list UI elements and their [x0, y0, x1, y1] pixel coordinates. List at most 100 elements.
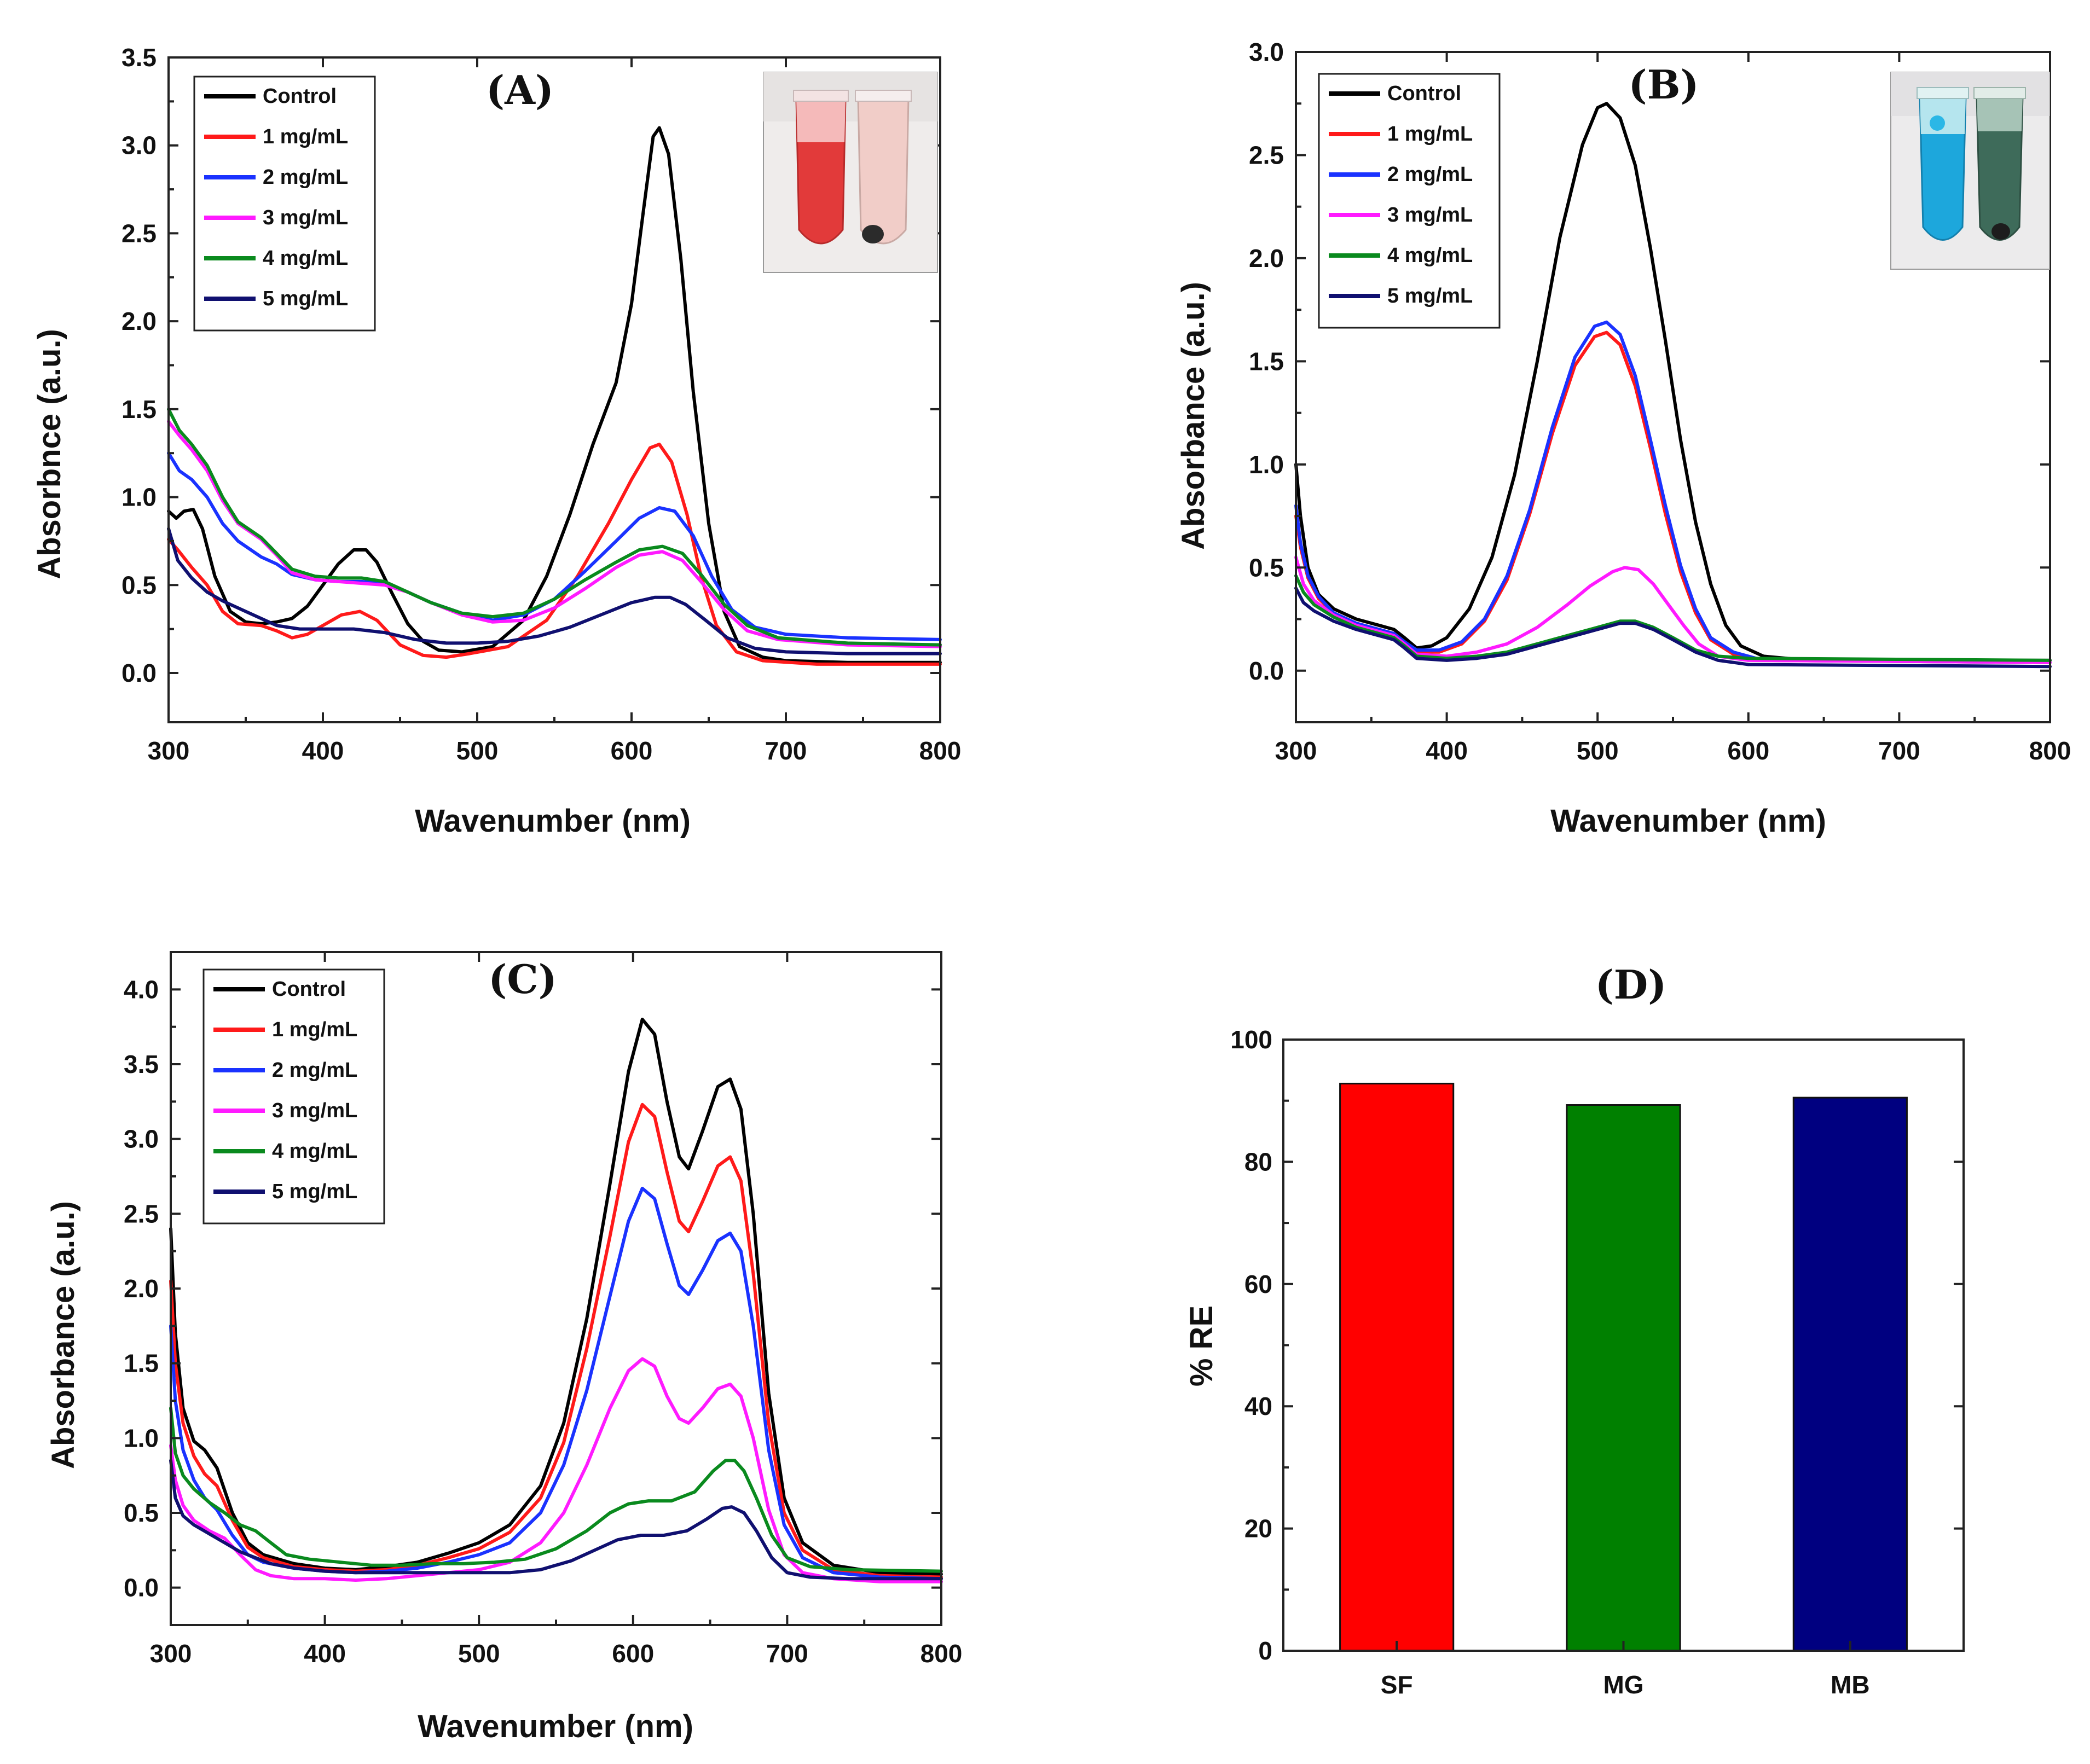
panel-a-legend-box	[193, 76, 376, 332]
panel-a-series-5-mg-ml	[167, 527, 942, 655]
panel-c-y-tick-label: 2.0	[124, 1274, 159, 1303]
panel-b-legend-label: 2 mg/mL	[1387, 163, 1473, 186]
panel-a-legend-label: 1 mg/mL	[263, 125, 348, 148]
panel-b-series-4-mg-ml	[1294, 574, 2052, 662]
panel-b-legend: Control 1 mg/mL 2 mg/mL 3 mg/mL 4 mg/mL 5 mg/…	[1318, 73, 1501, 329]
panel-c-series-5-mg-ml	[169, 1459, 943, 1581]
panel-b-legend-label: 3 mg/mL	[1387, 204, 1473, 227]
panel-a-x-tick-label: 800	[919, 736, 962, 765]
panel-c-y-tick-label: 3.0	[124, 1125, 159, 1153]
panel-d-bar-sf	[1339, 1082, 1455, 1652]
panel-c-y-tick-label: 1.0	[124, 1424, 159, 1452]
panel-d-y-tick-label: 0	[1258, 1637, 1272, 1665]
panel-a-legend-label: 5 mg/mL	[263, 287, 348, 310]
panel-b: (B) Wavenumber (nm) Absorbance (a.u.) 30…	[1176, 38, 2071, 839]
panel-a-y-tick-label: 0.0	[121, 659, 157, 687]
panel-d-bar-mb	[1792, 1096, 1908, 1652]
panel-b-legend-label: 1 mg/mL	[1387, 123, 1473, 146]
panel-d-x-tick-label: MG	[1603, 1670, 1643, 1699]
panel-a-x-tick-label: 700	[765, 736, 807, 765]
panel-c-legend-label: Control	[272, 978, 346, 1001]
panel-b-x-tick-label: 700	[1878, 736, 1920, 765]
panel-d-plot-area: SF MG MB 0 20 40 60 80 100	[1230, 1025, 1965, 1699]
panel-c-x-tick-label: 500	[458, 1639, 500, 1668]
panel-b-y-tick-label: 0.0	[1249, 657, 1284, 685]
panel-c-plot-area: 300 400 500 600 700 800 0.0 0.5 1.0 1.5 2.0 2.5 3.0 3…	[124, 951, 963, 1668]
panel-a-y-tick-label: 0.5	[121, 571, 157, 599]
panel-c-series-3-mg-ml	[169, 1357, 943, 1583]
panel-c-y-tick-label: 2.5	[124, 1199, 159, 1228]
panel-a-x-tick-label: 600	[611, 736, 653, 765]
panel-b-x-tick-label: 400	[1426, 736, 1468, 765]
panel-d-title: (D)	[1595, 961, 1667, 1008]
panel-b-legend-box	[1318, 73, 1501, 329]
panel-a-legend-label: 4 mg/mL	[263, 247, 348, 270]
panel-c-y-tick-label: 1.5	[124, 1349, 159, 1378]
panel-c-y-tick-label: 4.0	[124, 975, 159, 1003]
panel-b-x-axis-title: Wavenumber (nm)	[1550, 803, 1826, 839]
panel-c-legend-label: 3 mg/mL	[272, 1099, 357, 1122]
panel-d-y-tick-label: 20	[1244, 1515, 1272, 1543]
panel-c-series-1-mg-ml	[169, 1102, 943, 1579]
panel-c-x-tick-label: 400	[304, 1639, 346, 1668]
panel-c-y-tick-label: 0.0	[124, 1574, 159, 1602]
panel-b-x-tick-label: 800	[2029, 736, 2071, 765]
panel-b-legend-label: 5 mg/mL	[1387, 285, 1473, 307]
panel-a-series-1-mg-ml	[167, 443, 942, 666]
panel-b-legend-label: 4 mg/mL	[1387, 244, 1473, 267]
panel-c-legend-label: 5 mg/mL	[272, 1180, 357, 1203]
panel-c-y-axis-title: Absorbance (a.u.)	[45, 1201, 81, 1469]
panel-a-legend-label: 3 mg/mL	[263, 206, 348, 229]
panel-d-bar-mg	[1566, 1104, 1681, 1652]
panel-b-series-2-mg-ml	[1294, 320, 2052, 664]
panel-d-y-tick-label: 60	[1244, 1270, 1272, 1298]
panel-a-y-tick-label: 2.5	[121, 219, 157, 247]
panel-b-title: (B)	[1629, 61, 1699, 108]
panel-a-y-tick-label: 1.0	[121, 483, 157, 512]
panel-d: (D) % RE SF MG MB 0 20 40 60 80 100	[1184, 961, 1965, 1699]
panel-c-series-control	[169, 1018, 943, 1576]
panel-b-series-3-mg-ml	[1294, 555, 2052, 664]
panel-b-photo-inset	[1890, 72, 2050, 270]
panel-a-legend-label: Control	[263, 85, 337, 108]
panel-c-legend-label: 4 mg/mL	[272, 1140, 357, 1163]
panel-a-x-axis-title: Wavenumber (nm)	[415, 803, 691, 839]
panel-a-legend: Control 1 mg/mL 2 mg/mL 3 mg/mL 4 mg/mL 5 mg/…	[193, 76, 376, 332]
panel-b-x-tick-label: 600	[1727, 736, 1769, 765]
panel-c-y-tick-label: 3.5	[124, 1050, 159, 1078]
panel-c-x-tick-label: 700	[766, 1639, 808, 1668]
panel-c-series-2-mg-ml	[169, 1186, 943, 1581]
panel-c-series-4-mg-ml	[169, 1406, 943, 1573]
panel-a-y-tick-label: 3.0	[121, 131, 157, 160]
panel-b-y-tick-label: 1.5	[1249, 347, 1284, 375]
panel-a-x-tick-label: 300	[148, 736, 190, 765]
panel-c-x-tick-label: 600	[612, 1639, 654, 1668]
panel-d-y-tick-label: 100	[1230, 1025, 1272, 1054]
panel-c-x-tick-label: 300	[150, 1639, 192, 1668]
panel-b-y-tick-label: 0.5	[1249, 553, 1284, 582]
panel-d-x-tick-label: SF	[1381, 1670, 1413, 1699]
panel-c-y-tick-label: 0.5	[124, 1499, 159, 1527]
panel-a-x-tick-label: 400	[302, 736, 344, 765]
panel-d-y-axis-title: % RE	[1184, 1305, 1219, 1386]
panel-b-y-tick-label: 3.0	[1249, 38, 1284, 66]
panel-a-y-tick-label: 3.5	[121, 43, 157, 72]
panel-a-series-control	[167, 126, 942, 664]
panel-c-x-tick-label: 800	[920, 1639, 963, 1668]
panel-b-y-tick-label: 2.5	[1249, 141, 1284, 169]
panel-b-y-axis-title: Absorbance (a.u.)	[1176, 282, 1211, 550]
panel-a-title: (A)	[486, 67, 554, 113]
panel-c-legend-box	[202, 968, 385, 1225]
panel-a: (A) Wavenumber (nm) Absorbnce (a.u.) 300…	[32, 43, 961, 839]
panel-a-x-tick-label: 500	[456, 736, 499, 765]
panel-b-x-tick-label: 500	[1577, 736, 1619, 765]
panel-b-series-5-mg-ml	[1294, 587, 2052, 669]
panel-c-legend: Control 1 mg/mL 2 mg/mL 3 mg/mL 4 mg/mL 5 mg/…	[202, 968, 385, 1225]
panel-c-title: (C)	[488, 956, 557, 1002]
panel-a-y-tick-label: 2.0	[121, 307, 157, 335]
panel-b-plot-area: 300 400 500 600 700 800 0.0 0.5 1.0 1.5 2.0 2.5 3.0	[1249, 38, 2071, 765]
panel-a-legend-label: 2 mg/mL	[263, 166, 348, 189]
panel-a-series-3-mg-ml	[167, 420, 942, 648]
panel-d-y-tick-label: 80	[1244, 1147, 1272, 1176]
